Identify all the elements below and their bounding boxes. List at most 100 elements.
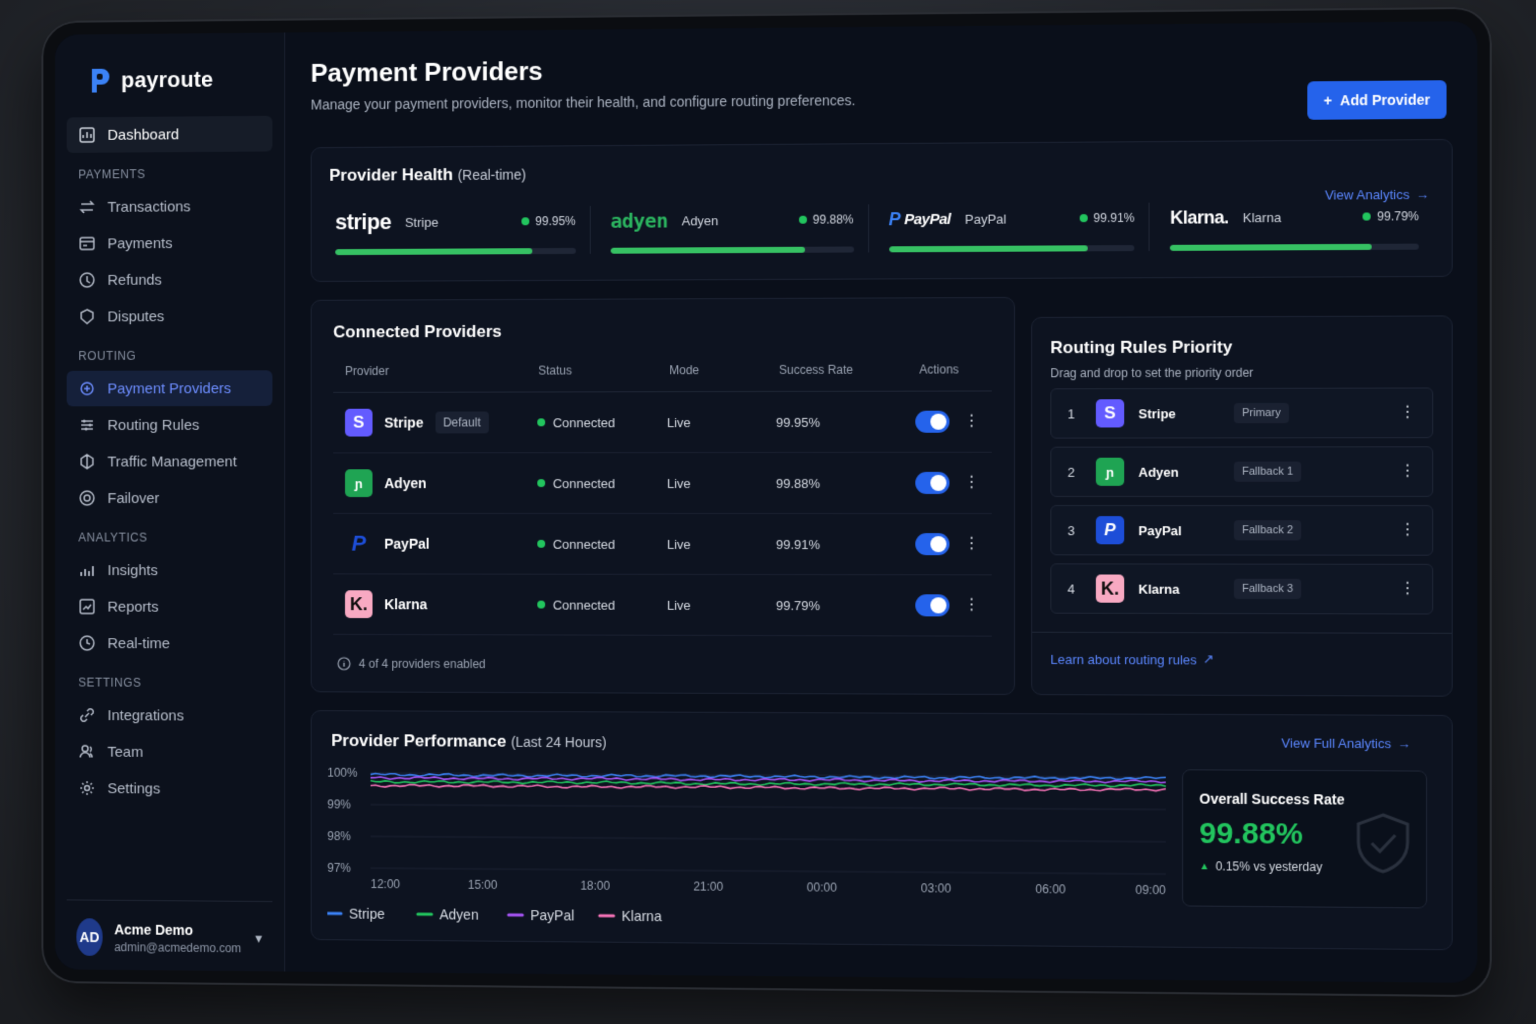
- sidebar-item-label: Insights: [107, 562, 157, 579]
- more-vertical-icon[interactable]: ⋮: [1399, 463, 1415, 479]
- routing-title: Routing Rules Priority: [1050, 337, 1433, 358]
- adyen-logo: adyen: [610, 209, 667, 233]
- sidebar-item-label: Disputes: [107, 308, 164, 325]
- user-name: Acme Demo: [114, 921, 241, 938]
- more-vertical-icon[interactable]: ⋮: [964, 536, 980, 552]
- legend-label: Stripe: [349, 906, 385, 922]
- sidebar: payroute Dashboard PAYMENTS Transactions…: [55, 32, 285, 971]
- provider-performance-card: Provider Performance (Last 24 Hours) Vie…: [311, 710, 1453, 950]
- sidebar-item-real-time[interactable]: Real-time: [67, 625, 273, 661]
- paypal-logo: P PayPal: [889, 208, 951, 229]
- more-vertical-icon[interactable]: ⋮: [1399, 522, 1415, 538]
- stripe-logo: stripe: [335, 209, 391, 235]
- status-dot-icon: [537, 540, 545, 548]
- table-row[interactable]: ɲ Adyen Connected Live 99.88% ⋮: [333, 453, 992, 514]
- status-dot-icon: [537, 418, 545, 426]
- priority-number: 1: [1068, 406, 1082, 421]
- health-percent-value: 99.88%: [813, 212, 854, 226]
- plus-icon: +: [1324, 92, 1332, 108]
- sidebar-item-label: Integrations: [107, 707, 183, 724]
- sidebar-item-dashboard[interactable]: Dashboard: [67, 116, 273, 153]
- more-vertical-icon[interactable]: ⋮: [1399, 405, 1415, 421]
- status-text: Connected: [553, 415, 615, 430]
- health-title: Provider Health (Real-time): [329, 158, 1433, 185]
- enable-toggle[interactable]: [915, 411, 949, 433]
- table-row[interactable]: P PayPal Connected Live 99.91% ⋮: [333, 514, 992, 575]
- provider-name: Klarna: [384, 596, 427, 612]
- sidebar-item-failover[interactable]: Failover: [67, 480, 273, 516]
- view-full-analytics-link[interactable]: View Full Analytics →: [1281, 735, 1410, 751]
- table-row[interactable]: S Stripe Default Connected Live 99.95% ⋮: [333, 391, 992, 453]
- add-provider-button[interactable]: + Add Provider: [1307, 80, 1446, 120]
- status-text: Connected: [553, 536, 615, 551]
- sidebar-item-payments[interactable]: Payments: [67, 225, 273, 262]
- learn-routing-link[interactable]: Learn about routing rules ↗: [1050, 651, 1433, 668]
- paypal-logo-text: PayPal: [904, 210, 950, 227]
- user-info: Acme Demo admin@acmedemo.com: [114, 921, 241, 955]
- external-link-icon: ↗: [1203, 651, 1214, 667]
- enable-toggle[interactable]: [915, 594, 949, 616]
- status-text: Connected: [553, 476, 615, 491]
- health-title-suffix: (Real-time): [458, 167, 526, 183]
- sidebar-item-refunds[interactable]: Refunds: [67, 261, 273, 298]
- overall-success-card: Overall Success Rate 99.88% ▲ 0.15% vs y…: [1182, 769, 1427, 908]
- success-rate: 99.88%: [776, 475, 915, 490]
- y-tick-label: 100%: [327, 766, 358, 780]
- sidebar-item-payment-providers[interactable]: Payment Providers: [67, 370, 273, 406]
- sidebar-item-routing-rules[interactable]: Routing Rules: [67, 407, 273, 443]
- sidebar-item-settings[interactable]: Settings: [67, 770, 273, 807]
- health-percent-value: 99.91%: [1093, 211, 1134, 225]
- health-bar-fill: [610, 247, 804, 254]
- sidebar-item-team[interactable]: Team: [67, 734, 273, 771]
- enable-toggle[interactable]: [915, 472, 949, 494]
- health-provider-name: PayPal: [965, 211, 1007, 226]
- sidebar-item-label: Reports: [107, 598, 158, 615]
- x-tick-label: 18:00: [580, 879, 610, 893]
- priority-number: 3: [1068, 523, 1082, 538]
- more-vertical-icon[interactable]: ⋮: [964, 414, 980, 430]
- priority-badge: Fallback 3: [1234, 579, 1301, 599]
- sidebar-item-label: Transactions: [107, 198, 190, 215]
- sidebar-item-disputes[interactable]: Disputes: [67, 298, 273, 334]
- sidebar-item-transactions[interactable]: Transactions: [67, 188, 273, 225]
- sidebar-item-reports[interactable]: Reports: [67, 589, 273, 625]
- sidebar-item-traffic-management[interactable]: Traffic Management: [67, 444, 273, 480]
- sidebar-item-integrations[interactable]: Integrations: [67, 697, 273, 733]
- health-percent: 99.88%: [799, 212, 854, 226]
- sidebar-item-insights[interactable]: Insights: [67, 552, 273, 588]
- stripe-icon: S: [345, 409, 373, 437]
- connected-providers-card: Connected Providers Provider Status Mode…: [311, 297, 1015, 695]
- more-vertical-icon[interactable]: ⋮: [964, 475, 980, 491]
- legend-label: Adyen: [439, 906, 478, 922]
- klarna-logo: Klarna.: [1170, 207, 1228, 229]
- more-vertical-icon[interactable]: ⋮: [1399, 581, 1415, 597]
- adyen-icon: ɲ: [1096, 458, 1124, 486]
- nav-section-payments: PAYMENTS: [67, 152, 273, 189]
- sidebar-item-label: Team: [107, 743, 143, 760]
- sidebar-item-label: Routing Rules: [107, 416, 199, 433]
- failover-icon: [78, 489, 95, 507]
- health-provider-name: Adyen: [682, 213, 719, 228]
- performance-title-suffix: (Last 24 Hours): [511, 734, 607, 750]
- chevron-down-icon[interactable]: ▼: [253, 932, 265, 946]
- routing-rule-row[interactable]: 4 K. Klarna Fallback 3 ⋮: [1050, 563, 1433, 614]
- table-row[interactable]: K. Klarna Connected Live 99.79% ⋮: [333, 574, 992, 636]
- status-dot-icon: [521, 217, 529, 225]
- routing-rule-row[interactable]: 3 P PayPal Fallback 2 ⋮: [1050, 505, 1433, 556]
- card-icon: [78, 235, 95, 253]
- routing-rule-row[interactable]: 2 ɲ Adyen Fallback 1 ⋮: [1050, 446, 1433, 497]
- enable-toggle[interactable]: [915, 533, 949, 555]
- insights-icon: [78, 561, 95, 579]
- view-analytics-link[interactable]: View Analytics →: [1325, 187, 1429, 203]
- routing-rules-card: Routing Rules Priority Drag and drop to …: [1031, 315, 1453, 696]
- health-bar: [1170, 244, 1419, 251]
- health-item-paypal: P PayPal PayPal 99.91%: [869, 203, 1150, 253]
- health-bar: [889, 245, 1135, 252]
- health-percent: 99.91%: [1079, 211, 1134, 225]
- routing-rule-row[interactable]: 1 S Stripe Primary ⋮: [1050, 387, 1433, 438]
- y-tick-label: 99%: [327, 797, 351, 811]
- more-vertical-icon[interactable]: ⋮: [964, 597, 980, 613]
- nav-section-routing: ROUTING: [67, 335, 273, 371]
- user-menu[interactable]: AD Acme Demo admin@acmedemo.com ▼: [67, 899, 273, 957]
- x-tick-label: 21:00: [693, 879, 723, 893]
